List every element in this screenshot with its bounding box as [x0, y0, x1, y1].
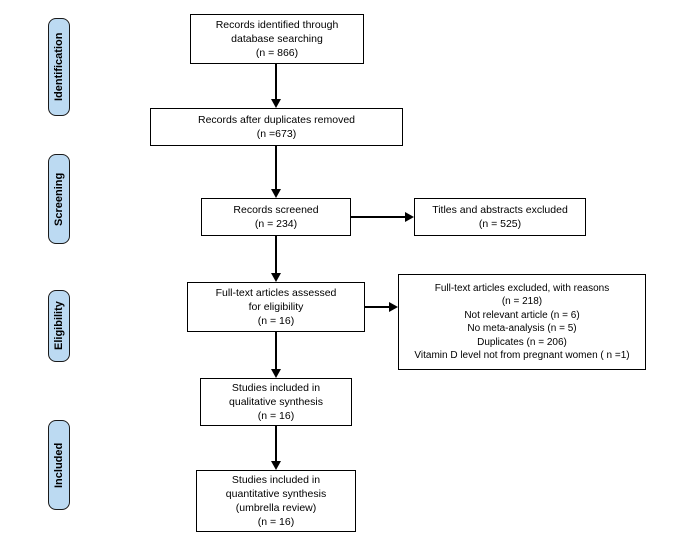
node-text: Studies included inqualitative synthesis…: [229, 381, 323, 424]
node-records-identified: Records identified throughdatabase searc…: [190, 14, 364, 64]
node-records-screened: Records screened(n = 234): [201, 198, 351, 236]
node-text: Records after duplicates removed(n =673): [198, 113, 355, 141]
node-fulltext-excluded: Full-text articles excluded, with reason…: [398, 274, 646, 370]
stage-label-text: Eligibility: [53, 302, 65, 351]
node-after-duplicates: Records after duplicates removed(n =673): [150, 108, 403, 146]
stage-label-text: Included: [53, 442, 65, 487]
node-text: Studies included inquantitative synthesi…: [226, 473, 326, 530]
node-quantitative-synthesis: Studies included inquantitative synthesi…: [196, 470, 356, 532]
arrow-n7-n8: [275, 426, 277, 462]
arrow-n3-n4: [351, 216, 406, 218]
stage-eligibility: Eligibility: [48, 290, 70, 362]
node-titles-excluded: Titles and abstracts excluded(n = 525): [414, 198, 586, 236]
node-fulltext-assessed: Full-text articles assessedfor eligibili…: [187, 282, 365, 332]
arrow-n1-n2: [275, 64, 277, 100]
stage-identification: Identification: [48, 18, 70, 116]
node-qualitative-synthesis: Studies included inqualitative synthesis…: [200, 378, 352, 426]
arrow-head-right-icon: [389, 302, 398, 312]
stage-screening: Screening: [48, 154, 70, 244]
arrow-head-down-icon: [271, 99, 281, 108]
node-text: Records identified throughdatabase searc…: [216, 18, 339, 61]
node-text: Full-text articles assessedfor eligibili…: [216, 286, 337, 329]
arrow-n5-n7: [275, 332, 277, 370]
arrow-head-down-icon: [271, 189, 281, 198]
arrow-head-right-icon: [405, 212, 414, 222]
arrow-head-down-icon: [271, 461, 281, 470]
node-text: Records screened(n = 234): [233, 203, 318, 231]
stage-label-text: Identification: [53, 33, 65, 101]
arrow-head-down-icon: [271, 273, 281, 282]
arrow-head-down-icon: [271, 369, 281, 378]
arrow-n5-n6: [365, 306, 390, 308]
node-text: Full-text articles excluded, with reason…: [414, 282, 629, 363]
stage-included: Included: [48, 420, 70, 510]
arrow-n2-n3: [275, 146, 277, 190]
stage-label-text: Screening: [53, 172, 65, 225]
node-text: Titles and abstracts excluded(n = 525): [432, 203, 568, 231]
arrow-n3-n5: [275, 236, 277, 274]
